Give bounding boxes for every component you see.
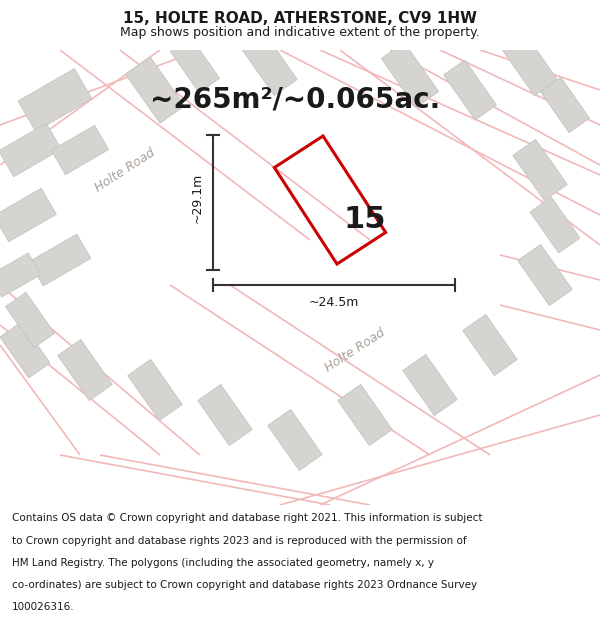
Text: ~24.5m: ~24.5m (309, 296, 359, 309)
Text: HM Land Registry. The polygons (including the associated geometry, namely x, y: HM Land Registry. The polygons (includin… (12, 558, 434, 568)
Text: Holte Road: Holte Road (92, 146, 157, 194)
Text: 15, HOLTE ROAD, ATHERSTONE, CV9 1HW: 15, HOLTE ROAD, ATHERSTONE, CV9 1HW (123, 11, 477, 26)
Polygon shape (198, 384, 252, 446)
Polygon shape (382, 42, 439, 107)
Text: Map shows position and indicative extent of the property.: Map shows position and indicative extent… (120, 26, 480, 39)
Polygon shape (29, 234, 91, 286)
Polygon shape (170, 38, 220, 92)
Polygon shape (0, 253, 41, 297)
Text: co-ordinates) are subject to Crown copyright and database rights 2023 Ordnance S: co-ordinates) are subject to Crown copyr… (12, 580, 477, 590)
Polygon shape (18, 69, 92, 131)
Polygon shape (513, 139, 567, 201)
Polygon shape (5, 292, 55, 348)
Polygon shape (58, 339, 112, 401)
Polygon shape (125, 57, 184, 123)
Polygon shape (0, 123, 61, 177)
Text: 15: 15 (344, 206, 386, 234)
Polygon shape (338, 384, 392, 446)
Polygon shape (463, 314, 517, 376)
Polygon shape (52, 126, 109, 174)
Polygon shape (403, 354, 457, 416)
Polygon shape (268, 409, 322, 471)
Text: 100026316.: 100026316. (12, 602, 74, 612)
Polygon shape (243, 34, 297, 96)
Text: Contains OS data © Crown copyright and database right 2021. This information is : Contains OS data © Crown copyright and d… (12, 513, 482, 523)
Text: ~29.1m: ~29.1m (191, 173, 203, 222)
Polygon shape (443, 60, 496, 120)
Polygon shape (128, 359, 182, 421)
Polygon shape (503, 34, 557, 96)
Polygon shape (0, 322, 50, 378)
Polygon shape (541, 78, 590, 132)
Text: ~265m²/~0.065ac.: ~265m²/~0.065ac. (150, 86, 440, 114)
Text: to Crown copyright and database rights 2023 and is reproduced with the permissio: to Crown copyright and database rights 2… (12, 536, 467, 546)
Text: Holte Road: Holte Road (323, 326, 388, 374)
Polygon shape (0, 188, 56, 242)
Polygon shape (518, 244, 572, 306)
Polygon shape (530, 197, 580, 253)
